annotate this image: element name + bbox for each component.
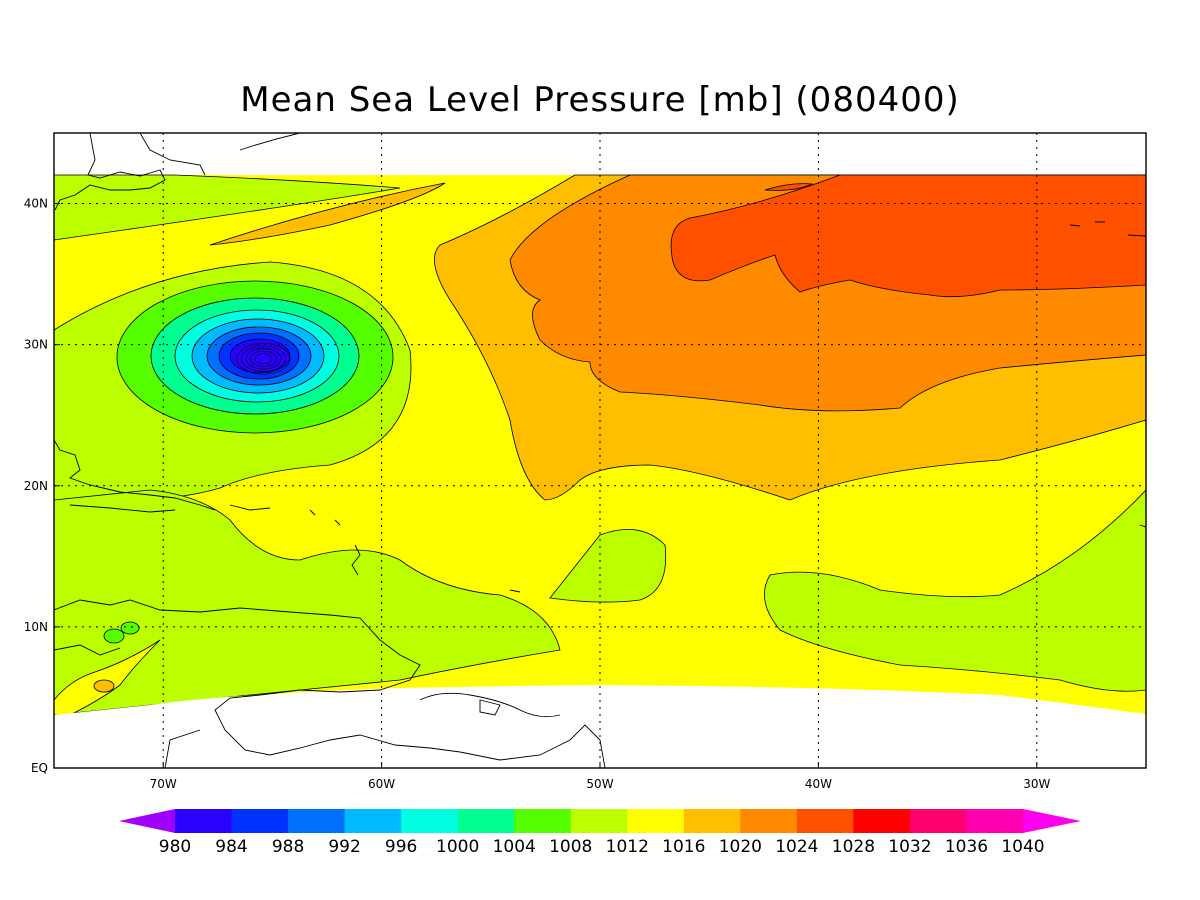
low-center-ring — [241, 345, 286, 372]
colorbar: 980 984 988 992 996 1000 1004 1008 1012 1016 1020 1… — [119, 809, 1081, 857]
field-1004-patch-b — [120, 621, 140, 635]
colorbar-swatch — [288, 809, 346, 833]
field-1012-1016-sw-tongue — [54, 639, 161, 716]
colorbar-arrow-low — [119, 809, 175, 833]
colorbar-swatch — [457, 809, 515, 833]
colorbar-swatch — [570, 809, 628, 833]
colorbar-swatch — [175, 809, 233, 833]
colorbar-level-label: 1004 — [493, 837, 536, 857]
field-1016-patch-sw — [93, 679, 115, 693]
low-center-ring — [254, 353, 273, 365]
colorbar-swatch — [627, 809, 685, 833]
colorbar-level-label: 1008 — [549, 837, 592, 857]
colorbar-swatch — [514, 809, 572, 833]
colorbar-swatch — [740, 809, 798, 833]
colorbar-level-label: 1000 — [436, 837, 479, 857]
pressure-field — [54, 133, 1146, 768]
lat-axis-labels: EQ 10N 20N 30N 40N — [24, 197, 48, 775]
coastlines — [54, 133, 1146, 768]
colorbar-level-label: 1020 — [719, 837, 762, 857]
colorbar-level-label: 980 — [159, 837, 191, 857]
no-data-south — [54, 685, 1146, 768]
field-1024-1028-patch — [764, 183, 814, 191]
low-center-ring — [236, 342, 291, 375]
colorbar-level-label: 1040 — [1001, 837, 1044, 857]
lat-tick-label: 30N — [24, 338, 48, 352]
field-1008-1012-west — [54, 174, 401, 241]
low-center-ring — [245, 348, 282, 370]
colorbar-level-label: 1012 — [606, 837, 649, 857]
colorbar-level-label: 1016 — [662, 837, 705, 857]
colorbar-swatch — [966, 809, 1024, 833]
colorbar-level-label: 996 — [385, 837, 417, 857]
map-title: Mean Sea Level Pressure [mb] (080400) — [240, 80, 960, 120]
colorbar-level-label: 1036 — [945, 837, 988, 857]
lon-tick-label: 50W — [586, 777, 613, 791]
low-center-ring — [250, 350, 277, 367]
lat-tick-label: EQ — [31, 761, 48, 775]
lat-tick-label: 20N — [24, 479, 48, 493]
field-1008-1012-south — [54, 489, 561, 716]
colorbar-arrow-high — [1023, 809, 1081, 833]
colorbar-swatch — [401, 809, 459, 833]
colorbar-swatch — [909, 809, 967, 833]
colorbar-swatch — [344, 809, 402, 833]
lon-axis-labels: 70W 60W 50W 40W 30W — [150, 777, 1051, 791]
lon-tick-label: 60W — [368, 777, 395, 791]
field-1008-1012-east — [764, 489, 1146, 692]
colorbar-level-label: 984 — [215, 837, 247, 857]
colorbar-level-label: 1028 — [832, 837, 875, 857]
field-1024-1028 — [670, 174, 1146, 298]
field-1008-1012-midatlantic — [549, 529, 667, 603]
colorbar-swatch — [853, 809, 911, 833]
colorbar-level-label: 988 — [272, 837, 304, 857]
colorbar-swatch — [683, 809, 741, 833]
colorbar-swatch — [796, 809, 854, 833]
colorbar-level-label: 1032 — [888, 837, 931, 857]
plot-frame — [53, 132, 1147, 769]
low-contour-980 — [229, 338, 291, 374]
grid-lines — [54, 133, 1146, 769]
field-1016-1020-streak — [209, 182, 446, 246]
lon-tick-label: 30W — [1023, 777, 1050, 791]
lon-tick-label: 70W — [150, 777, 177, 791]
lat-tick-label: 10N — [24, 620, 48, 634]
colorbar-level-label: 1024 — [775, 837, 818, 857]
low-center-rings — [236, 342, 291, 375]
lat-tick-label: 40N — [24, 197, 48, 211]
field-1004-patch-a — [103, 628, 125, 644]
colorbar-swatch — [231, 809, 289, 833]
colorbar-level-label: 992 — [328, 837, 360, 857]
lon-tick-label: 40W — [805, 777, 832, 791]
